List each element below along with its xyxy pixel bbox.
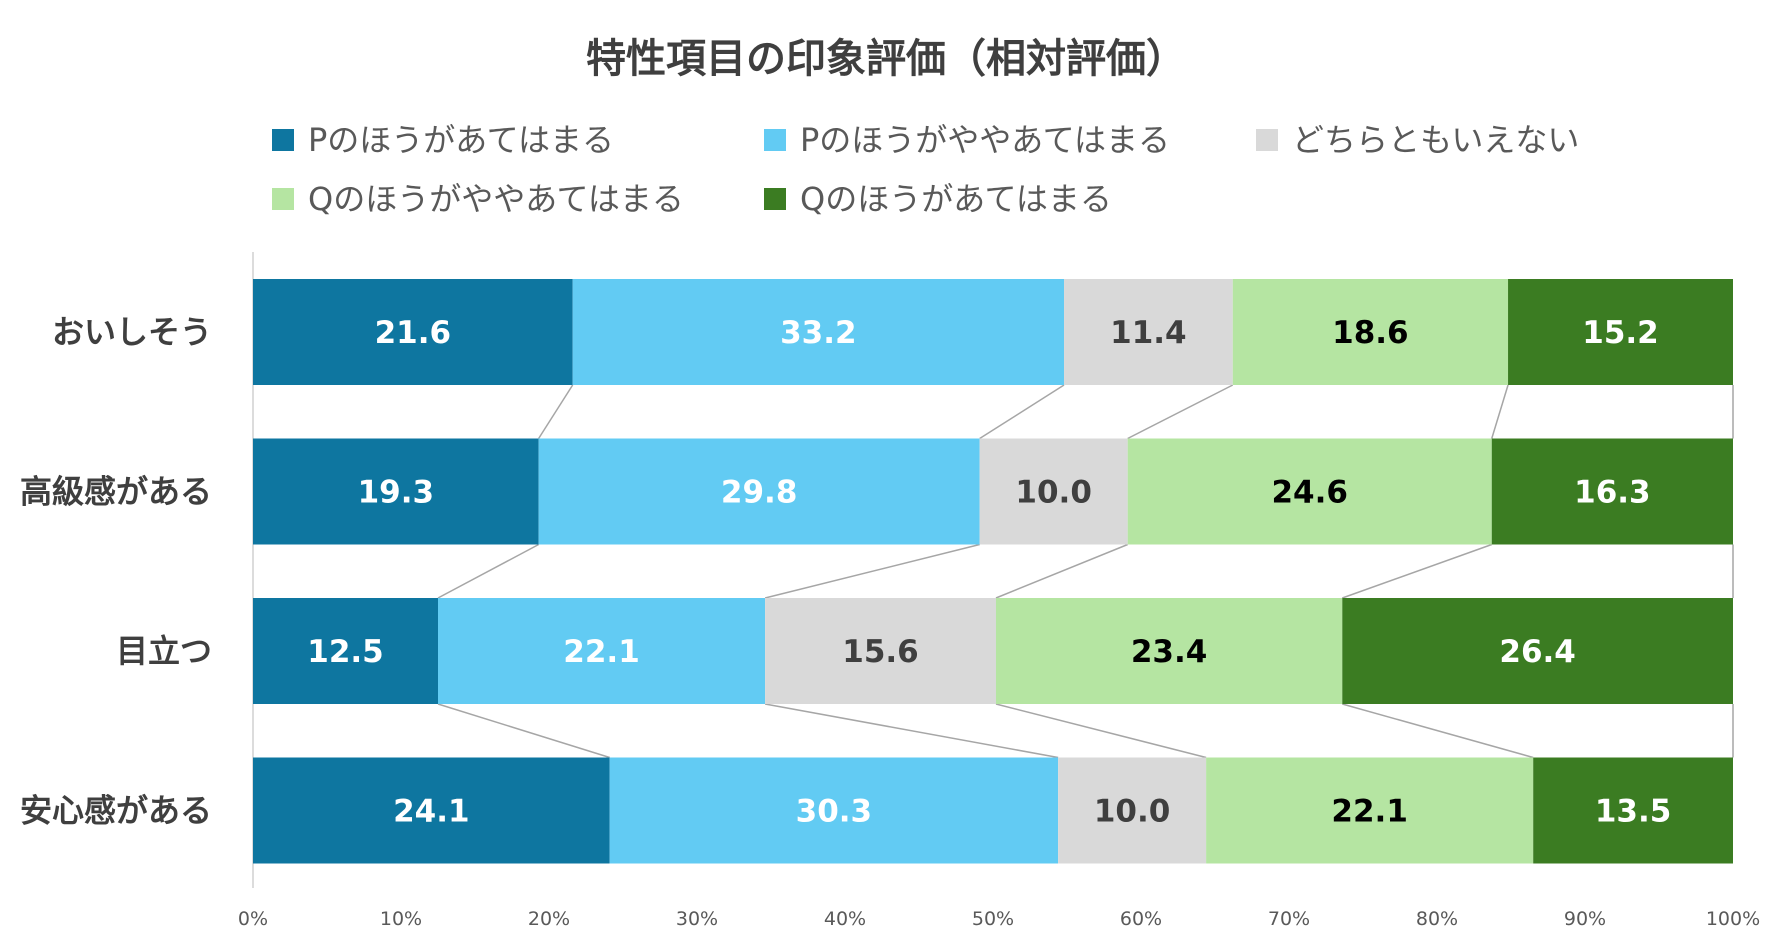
data-label: 30.3 xyxy=(796,794,873,830)
data-label: 10.0 xyxy=(1015,475,1092,511)
data-label: 23.4 xyxy=(1131,634,1208,670)
x-tick-label: 60% xyxy=(1120,908,1162,930)
data-label: 15.2 xyxy=(1582,315,1659,351)
bar-segment xyxy=(1206,757,1534,864)
legend-swatch xyxy=(764,188,786,210)
legend-swatch xyxy=(272,188,294,210)
data-label: 15.6 xyxy=(842,634,919,670)
legend-label: Pのほうがややあてはまる xyxy=(800,121,1170,159)
data-label: 13.5 xyxy=(1595,794,1672,830)
series-connector-line xyxy=(1342,543,1493,599)
data-label: 26.4 xyxy=(1499,634,1576,670)
x-tick-label: 80% xyxy=(1416,908,1458,930)
series-connector-line xyxy=(538,384,574,439)
series-connector-line xyxy=(979,384,1065,440)
bar-segment xyxy=(1058,757,1207,864)
category-label: 安心感がある xyxy=(20,792,212,830)
series-connector-line xyxy=(995,703,1207,759)
data-label: 18.6 xyxy=(1332,315,1409,351)
series-connector-line xyxy=(437,703,610,759)
series-connector-line xyxy=(437,543,539,599)
data-label: 22.1 xyxy=(1331,794,1408,830)
data-label: 24.1 xyxy=(393,794,470,830)
data-label: 19.3 xyxy=(358,475,435,511)
bar-segment xyxy=(253,438,539,545)
x-tick-label: 10% xyxy=(380,908,422,930)
legend-label: どちらともいえない xyxy=(1292,121,1579,159)
x-tick-label: 0% xyxy=(238,908,268,930)
series-connector-line xyxy=(1342,703,1534,759)
x-tick-label: 70% xyxy=(1268,908,1310,930)
plot-area: 21.6 33.2 11.4 18.6 15.2 おいしそう 19.3 29.8 10.0 24.… xyxy=(20,252,1760,930)
bar-segment xyxy=(253,279,573,385)
bar-segment xyxy=(253,757,610,864)
data-label: 29.8 xyxy=(721,475,798,511)
legend-label: Qのほうがあてはまる xyxy=(800,180,1112,218)
legend-label: Pのほうがあてはまる xyxy=(308,121,614,159)
series-connector-line xyxy=(1491,384,1509,439)
data-label: 22.1 xyxy=(563,634,640,670)
x-tick-label: 90% xyxy=(1564,908,1606,930)
data-label: 10.0 xyxy=(1094,794,1171,830)
bar-segment xyxy=(1232,279,1509,385)
bar-segment xyxy=(979,438,1128,545)
bar-segment xyxy=(1064,279,1233,385)
bar-segment xyxy=(253,598,438,704)
series-connector-line xyxy=(764,543,980,599)
bar-segment xyxy=(609,757,1059,864)
bar-segment xyxy=(1533,757,1733,864)
series-connector-line xyxy=(995,543,1128,599)
x-tick-label: 100% xyxy=(1706,908,1760,930)
bar-segment xyxy=(1127,438,1492,545)
category-label: おいしそう xyxy=(52,313,212,351)
x-tick-label: 40% xyxy=(824,908,866,930)
category-label: 高級感がある xyxy=(20,473,212,511)
bar-segment xyxy=(995,598,1343,704)
chart-title: 特性項目の印象評価（相対評価） xyxy=(586,36,1186,82)
bar-segment xyxy=(1342,598,1733,704)
x-tick-label: 20% xyxy=(528,908,570,930)
data-label: 33.2 xyxy=(780,315,857,351)
x-tick-label: 50% xyxy=(972,908,1014,930)
category-label: 目立つ xyxy=(116,632,212,670)
series-connector-line xyxy=(1127,384,1234,440)
legend-swatch xyxy=(1256,129,1278,151)
legend: Pのほうがあてはまる Pのほうがややあてはまる どちらともいえない Qのほうがややあて… xyxy=(272,121,1579,218)
bar-segment xyxy=(438,598,766,704)
bar-segment xyxy=(538,438,980,545)
data-label: 21.6 xyxy=(375,315,452,351)
legend-swatch xyxy=(764,129,786,151)
bar-segment xyxy=(1491,438,1733,545)
bar-segment xyxy=(1508,279,1733,385)
data-label: 24.6 xyxy=(1271,475,1348,511)
data-label: 12.5 xyxy=(307,634,384,670)
bar-segment xyxy=(572,279,1065,385)
legend-label: Qのほうがややあてはまる xyxy=(308,180,684,218)
x-tick-label: 30% xyxy=(676,908,718,930)
data-label: 16.3 xyxy=(1574,475,1651,511)
legend-swatch xyxy=(272,129,294,151)
bar-segment xyxy=(765,598,996,704)
series-connector-line xyxy=(764,703,1059,759)
data-label: 11.4 xyxy=(1110,315,1187,351)
